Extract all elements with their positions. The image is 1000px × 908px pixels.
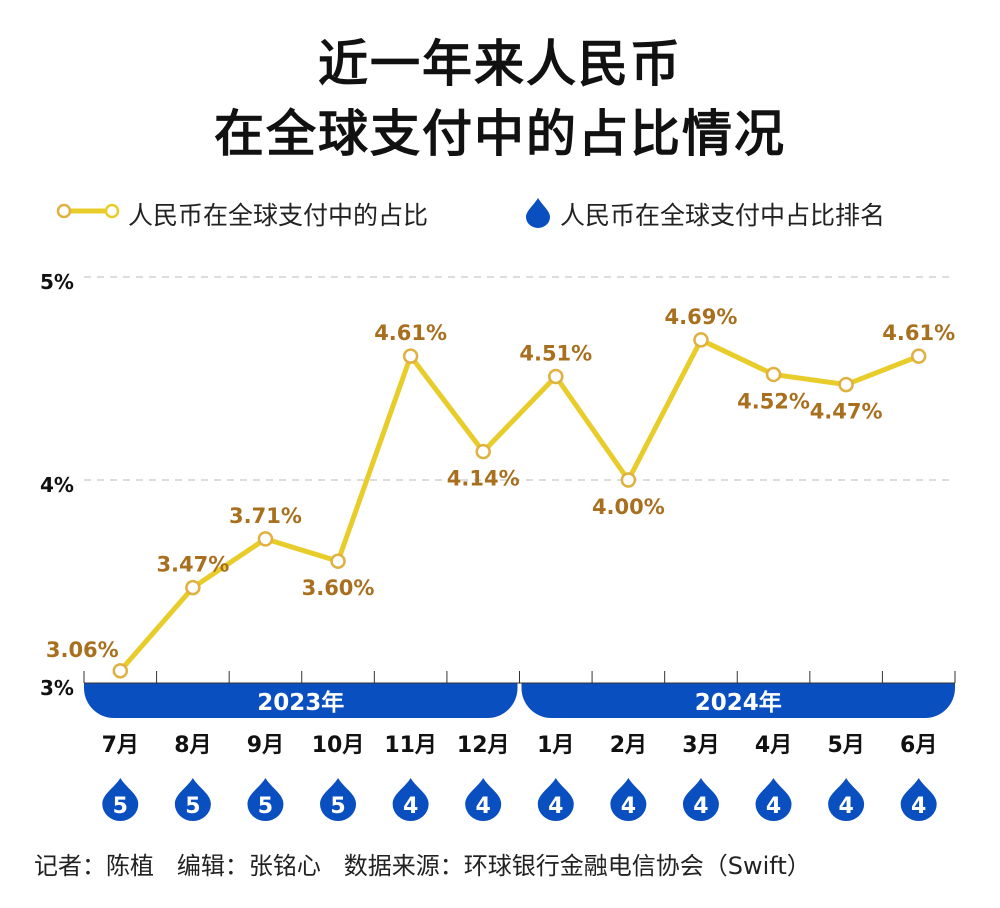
legend-drop-icon [526,198,550,228]
data-point [185,579,201,596]
data-point [548,368,564,385]
data-label: 3.47% [156,553,229,577]
data-label: 3.06% [46,638,119,662]
title-line-2: 在全球支付中的占比情况 [214,105,786,163]
rank-drop-icon [320,778,357,821]
rank-value: 5 [330,794,345,819]
title-line-1: 近一年来人民币 [318,35,682,93]
month-label: 6月 [900,733,937,758]
data-label: 3.71% [229,504,302,528]
data-label: 4.69% [665,305,738,329]
rank-value: 4 [403,794,418,819]
rank-drop-icon [610,778,647,821]
data-label: 4.00% [592,495,665,519]
data-label: 4.14% [447,467,520,491]
y-tick-label: 4% [40,473,74,497]
rank-drop-icon [755,778,792,821]
data-point [112,663,129,679]
rank-value: 4 [766,794,781,819]
year-bar [84,683,518,718]
year-label: 2023年 [257,689,344,716]
footer-credits: 记者：陈植 编辑：张铭心 数据来源：环球银行金融电信协会（Swift） [34,852,811,880]
rank-drop-icon [174,778,211,821]
data-point [330,553,346,569]
data-point [765,366,782,383]
data-point [910,348,927,364]
rank-drop-icon [828,778,865,821]
data-point [402,348,419,364]
rank-value: 4 [838,794,853,819]
month-label: 4月 [755,733,792,758]
data-point [475,443,491,460]
data-label: 4.52% [737,389,810,413]
month-label: 1月 [537,733,574,758]
month-label: 7月 [102,733,139,758]
rank-drop-icon [102,778,139,821]
rank-drop-icon [900,778,937,821]
rank-value: 4 [548,794,563,819]
year-label: 2024年 [695,689,782,716]
y-tick-label: 5% [40,270,74,294]
month-label: 5月 [827,733,864,758]
year-bar [521,683,955,718]
data-point [838,376,854,393]
y-tick-label: 3% [40,676,74,700]
rank-drop-icon [247,778,284,821]
line-chart: 3% 4% 5% 2023年 2024年 7月 5 8月 5 9月 5 10月 5 11月 4 12月 4 1月 4… [40,270,956,821]
month-label: 11月 [384,733,437,758]
rank-drop-icon [465,778,502,821]
rank-value: 4 [621,794,636,819]
rank-drop-icon [392,778,429,821]
month-label: 10月 [312,733,365,758]
month-label: 2月 [610,733,647,758]
data-label: 4.47% [810,400,883,424]
share-line [118,337,920,673]
data-label: 3.60% [302,576,375,600]
data-label: 4.51% [519,341,592,365]
month-label: 9月 [247,733,284,758]
rank-drop-icon [682,778,719,821]
data-label: 4.61% [882,321,955,345]
rank-value: 5 [258,794,273,819]
rank-drop-icon [537,778,574,821]
month-label: 8月 [174,733,211,758]
data-label: 4.61% [374,321,447,345]
data-point [693,332,709,348]
rank-value: 5 [185,794,200,819]
data-point [257,531,274,547]
legend-share: 人民币在全球支付中的占比 [128,201,429,230]
rank-value: 4 [911,794,926,819]
month-label: 12月 [457,733,510,758]
rank-value: 4 [693,794,708,819]
month-label: 3月 [682,733,719,758]
data-point [620,472,637,488]
rank-value: 4 [476,794,491,819]
legend-line-icon [56,203,120,219]
legend-rank: 人民币在全球支付中占比排名 [560,201,886,230]
rank-value: 5 [113,794,128,819]
